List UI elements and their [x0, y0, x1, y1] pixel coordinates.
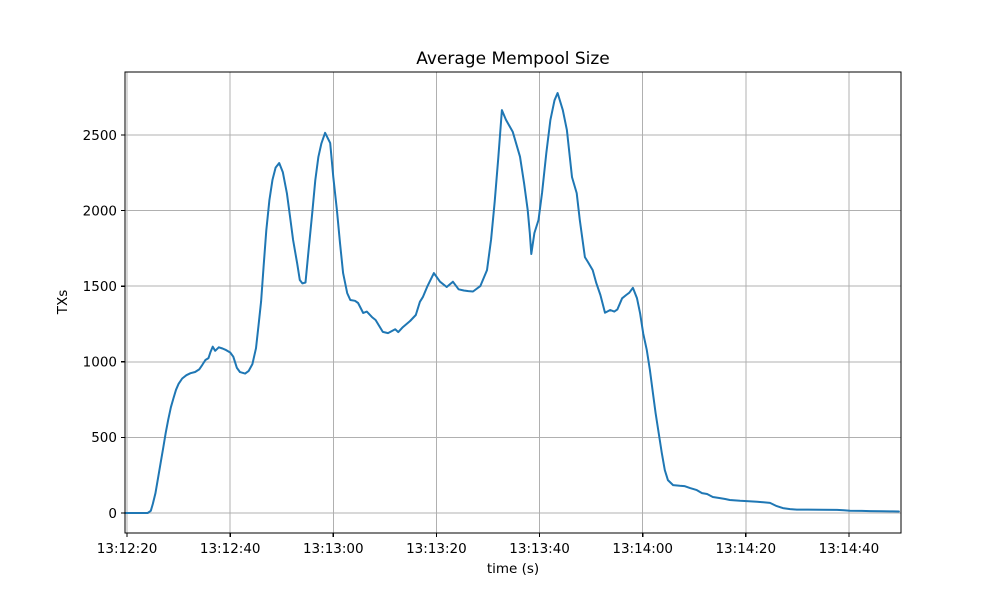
x-tick-labels: 13:12:20 13:12:40 13:13:00 13:13:20 13:13:40… [97, 541, 879, 557]
y-tick-label: 500 [91, 430, 117, 446]
x-tick-label: 13:14:40 [819, 541, 880, 557]
x-tick-label: 13:14:00 [612, 541, 673, 557]
x-tick-label: 13:12:40 [200, 541, 261, 557]
x-tick-label: 13:13:20 [406, 541, 467, 557]
x-axis-label: time (s) [487, 561, 539, 577]
x-tick-label: 13:13:40 [509, 541, 570, 557]
y-tick-label: 2000 [83, 203, 117, 219]
x-tick-label: 13:14:20 [715, 541, 776, 557]
y-tick-label: 0 [108, 506, 117, 522]
chart-title: Average Mempool Size [416, 49, 610, 69]
y-axis-label: TXs [55, 290, 71, 316]
y-tick-labels: 0 500 1000 1500 2000 2500 [83, 128, 117, 522]
y-tick-label: 2500 [83, 128, 117, 144]
axis-tick-marks [121, 134, 850, 537]
grid-lines [125, 72, 901, 533]
x-tick-label: 13:13:00 [303, 541, 364, 557]
plot-border [124, 71, 902, 534]
y-tick-label: 1000 [83, 355, 117, 371]
mempool-series-line [124, 92, 900, 514]
x-tick-label: 13:12:20 [97, 541, 158, 557]
y-tick-label: 1500 [83, 279, 117, 295]
